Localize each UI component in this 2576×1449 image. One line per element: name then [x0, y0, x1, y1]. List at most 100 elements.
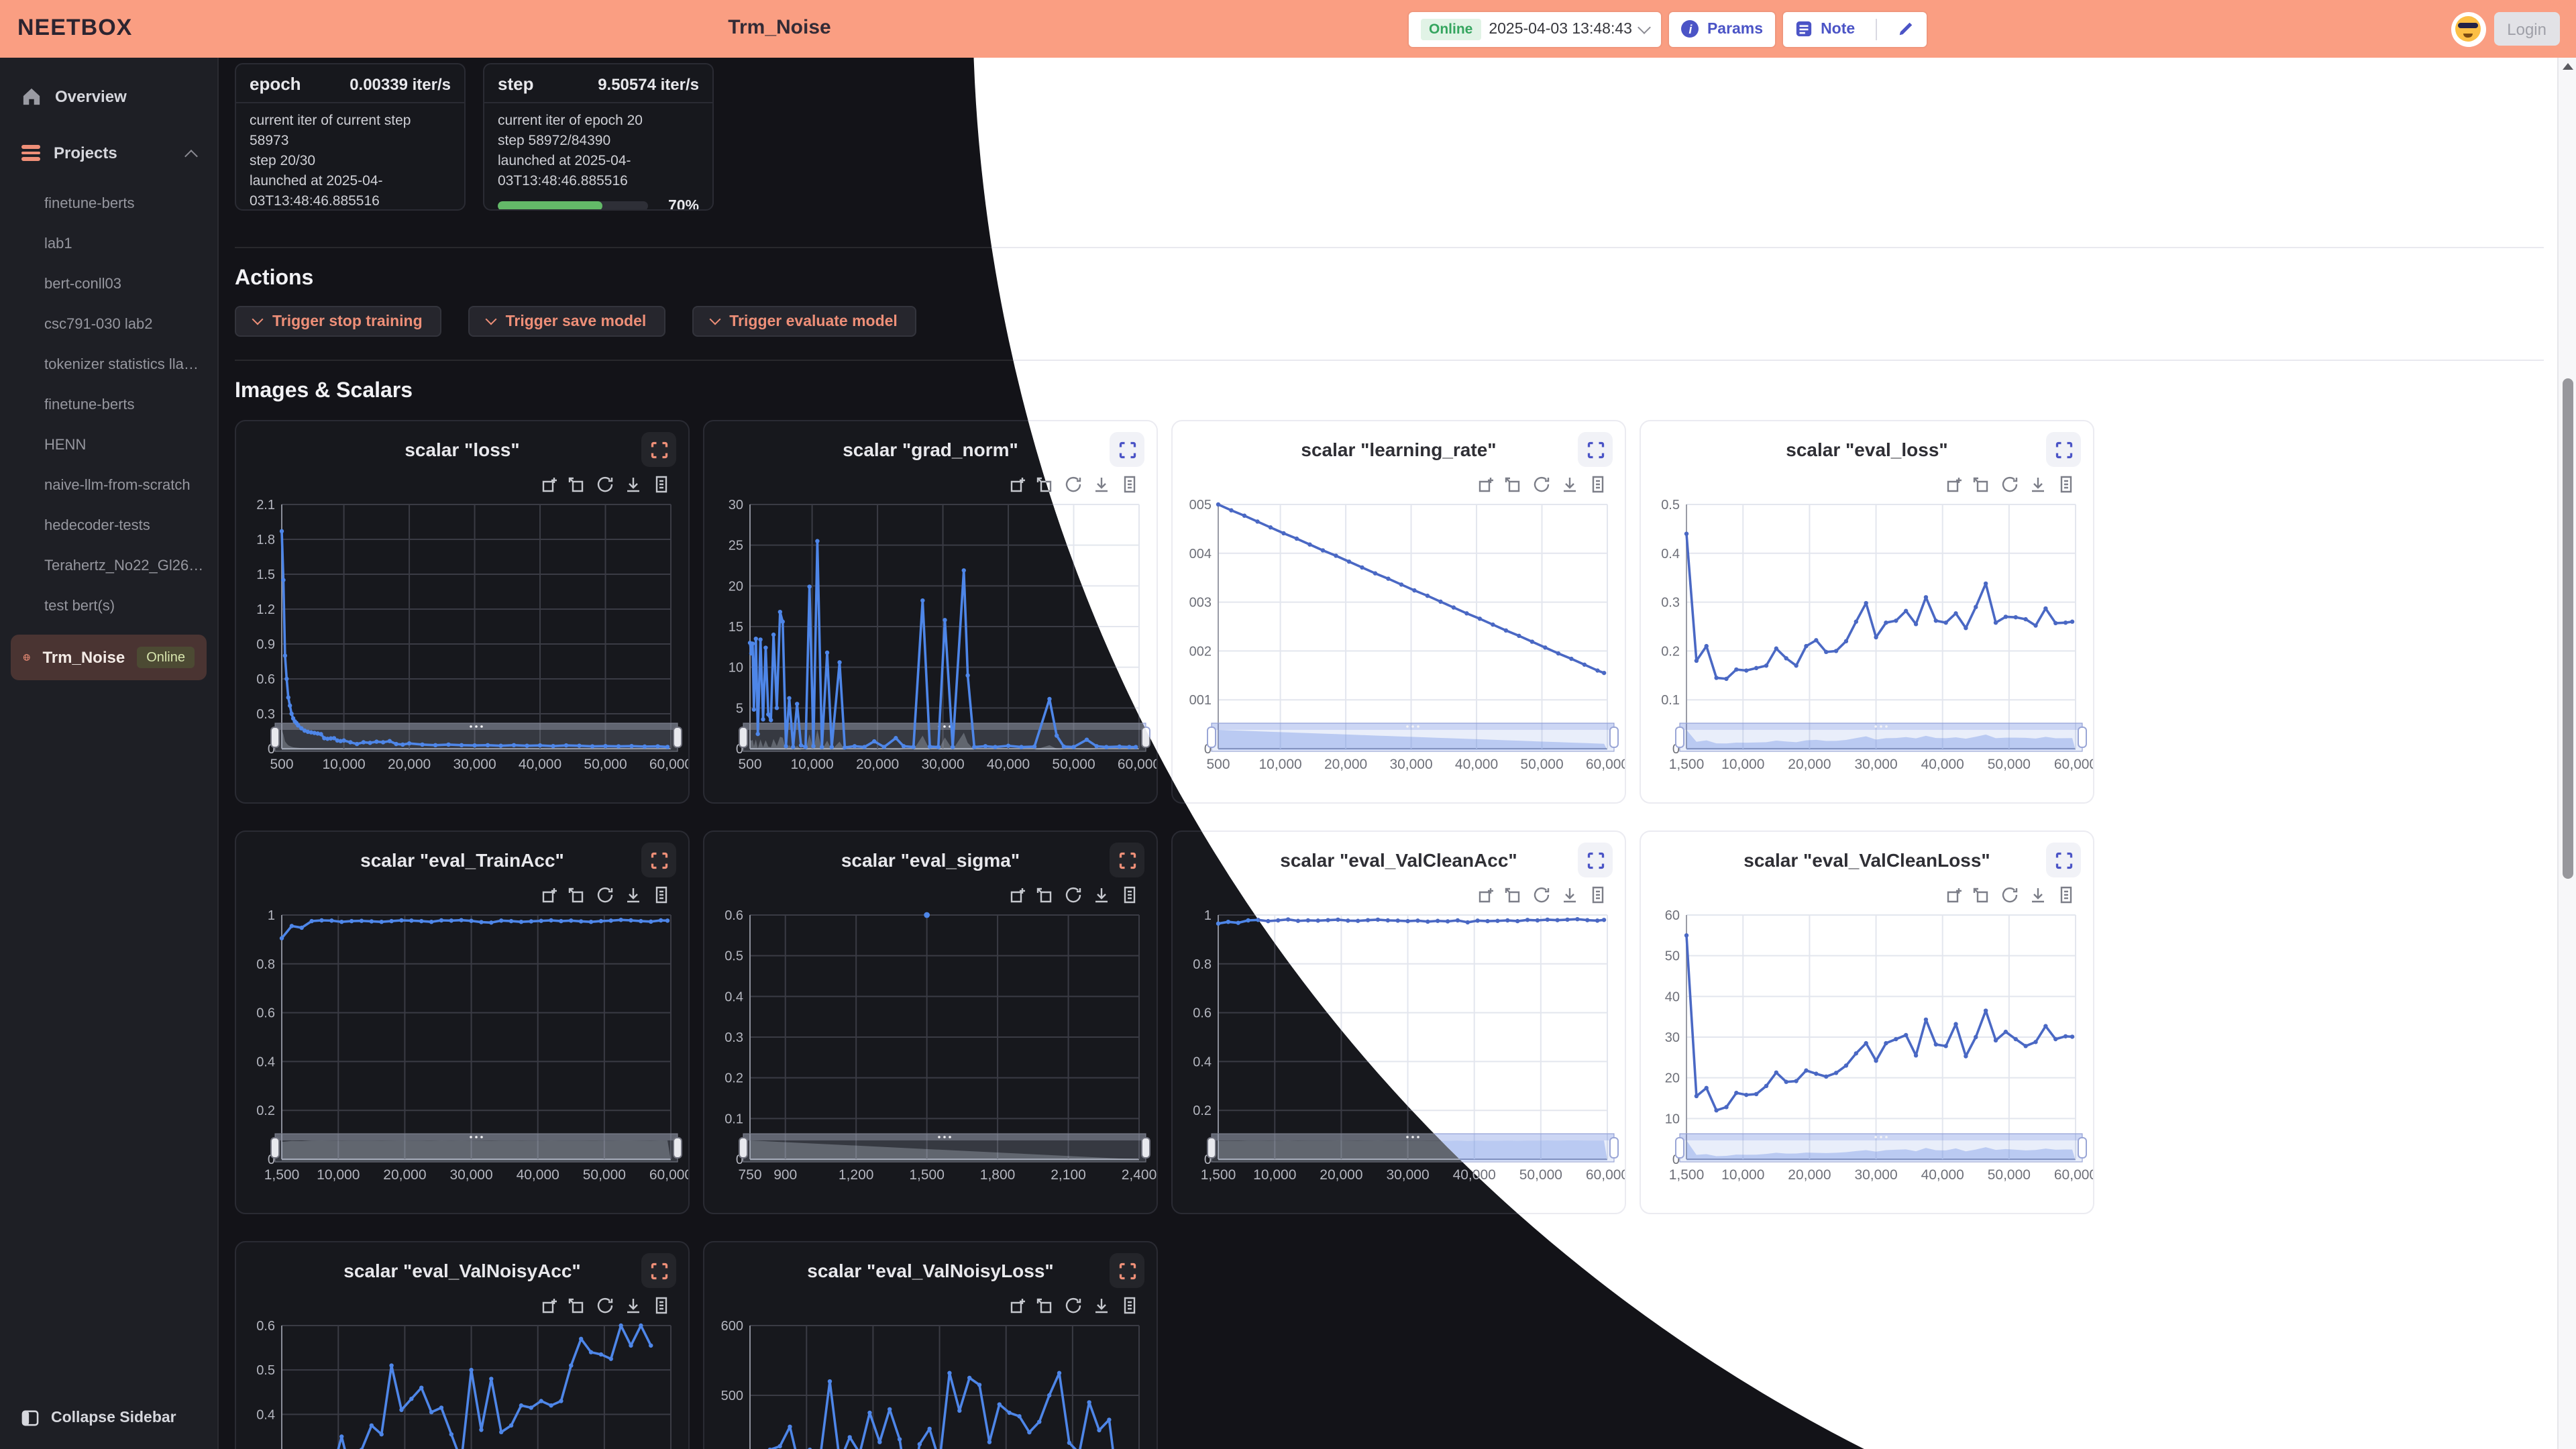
chart-card-scalareval_trainacc: scalar "eval_TrainAcc" 0 0.2 0.4 0.6 0.8 1 1,50…: [235, 830, 690, 1214]
zoom-reset-icon[interactable]: [568, 885, 586, 904]
login-button[interactable]: Login: [2493, 12, 2560, 46]
svg-text:40,000: 40,000: [517, 1167, 559, 1183]
chart-plot[interactable]: 0 0.1 0.2 0.3 0.4 0.5 0.6 750 900 1,200 1,500 1,800…: [704, 832, 1158, 1214]
fullscreen-button[interactable]: [641, 843, 676, 877]
sidebar-item-overview[interactable]: Overview: [0, 74, 217, 119]
restore-icon[interactable]: [596, 475, 614, 494]
restore-icon[interactable]: [596, 885, 614, 904]
trigger-save-model-button[interactable]: Trigger save model: [468, 306, 665, 337]
svg-text:0.8: 0.8: [256, 957, 275, 972]
svg-text:50,000: 50,000: [1988, 757, 2031, 772]
data-view-icon[interactable]: [652, 885, 671, 904]
sidebar-project-item[interactable]: bert-conll03: [44, 276, 121, 292]
sidebar-project-item[interactable]: Terahertz_No22_Gl261_gl...: [44, 558, 217, 574]
svg-text:500: 500: [1206, 757, 1230, 772]
sidebar-project-item[interactable]: HENN: [44, 437, 87, 453]
svg-text:0.6: 0.6: [1193, 1006, 1212, 1021]
data-view-icon[interactable]: [652, 1296, 671, 1315]
sidebar-project-item[interactable]: naive-llm-from-scratch: [44, 478, 191, 494]
sidebar-project-item[interactable]: csc791-030 lab2: [44, 317, 153, 333]
sidebar-project-item[interactable]: hedecoder-tests: [44, 518, 150, 534]
sidebar-item-projects[interactable]: Projects: [0, 130, 217, 176]
chart-plot[interactable]: 0.10.20.30.40.50.61,50010,00020,00030,00…: [236, 1242, 690, 1449]
scrollbar[interactable]: [2557, 58, 2576, 1449]
main-content: epoch 0.00339 iter/s current iter of cur…: [219, 58, 2576, 1449]
edit-button[interactable]: [1884, 11, 1926, 46]
svg-text:10,000: 10,000: [1721, 1167, 1764, 1183]
svg-text:0.3: 0.3: [1661, 596, 1680, 610]
svg-text:60,000: 60,000: [2054, 1167, 2094, 1183]
svg-text:25: 25: [729, 539, 743, 553]
svg-text:1.2: 1.2: [256, 602, 275, 617]
scrollbar-thumb[interactable]: [2563, 378, 2573, 879]
area-zoom-icon[interactable]: [539, 1296, 558, 1315]
sidebar-project-item[interactable]: lab1: [44, 236, 72, 252]
svg-text:2,100: 2,100: [1051, 1167, 1086, 1183]
svg-text:60,000: 60,000: [649, 1167, 690, 1183]
svg-text:0.4: 0.4: [1661, 547, 1680, 561]
restore-icon[interactable]: [596, 1296, 614, 1315]
svg-text:0.1: 0.1: [1661, 693, 1680, 708]
save-image-icon[interactable]: [624, 1296, 643, 1315]
progress-bar: [498, 201, 648, 209]
svg-text:1: 1: [1204, 908, 1212, 923]
svg-text:500: 500: [721, 1389, 743, 1403]
svg-text:50,000: 50,000: [1052, 757, 1095, 772]
zoom-reset-icon[interactable]: [568, 475, 586, 494]
svg-text:40,000: 40,000: [1455, 757, 1498, 772]
svg-text:50,000: 50,000: [1519, 1167, 1562, 1183]
svg-text:1.5: 1.5: [256, 568, 275, 582]
connection-status-dropdown[interactable]: Online 2025-04-03 13:48:43: [1409, 11, 1662, 46]
svg-text:0: 0: [268, 742, 275, 757]
menu-icon: [21, 145, 40, 161]
area-zoom-icon[interactable]: [539, 885, 558, 904]
chart-plot[interactable]: 0 0.3 0.6 0.9 1.2 1.5 1.8 2.1 500 10,000 20,000 30,…: [236, 421, 690, 804]
svg-text:0.3: 0.3: [256, 707, 275, 722]
svg-text:500: 500: [270, 757, 293, 772]
avatar[interactable]: [2451, 11, 2486, 46]
save-image-icon[interactable]: [624, 885, 643, 904]
chevron-down-icon: [485, 313, 497, 325]
svg-text:005: 005: [1189, 498, 1212, 513]
note-group: Note: [1783, 11, 1927, 46]
params-button[interactable]: i Params: [1669, 11, 1776, 46]
sidebar-item-active-project[interactable]: Trm_Noise Online: [11, 635, 207, 680]
svg-text:0.8: 0.8: [1193, 957, 1212, 972]
fullscreen-icon: [650, 1262, 667, 1279]
area-zoom-icon[interactable]: [539, 475, 558, 494]
scroll-up-icon[interactable]: [2563, 63, 2573, 70]
note-label: Note: [1821, 21, 1856, 37]
sidebar-project-item[interactable]: tokenizer statistics llama...: [44, 357, 217, 373]
data-view-icon[interactable]: [652, 475, 671, 494]
sidebar-project-item[interactable]: test bert(s): [44, 598, 115, 614]
chart-plot[interactable]: 3004005006001,50010,00020,00030,00040,00…: [704, 1242, 1158, 1449]
save-image-icon[interactable]: [624, 475, 643, 494]
sidebar-project-item[interactable]: finetune-berts: [44, 196, 135, 212]
chevron-down-icon: [708, 313, 720, 325]
fullscreen-icon: [650, 441, 667, 458]
zoom-reset-icon[interactable]: [568, 1296, 586, 1315]
svg-text:30,000: 30,000: [1389, 757, 1432, 772]
chart-title: scalar "loss": [405, 439, 520, 460]
svg-text:1: 1: [268, 908, 275, 923]
chart-plot[interactable]: 00.10.20.30.40.51,500 10,000 20,000 30,000 4…: [1641, 421, 2094, 804]
trigger-evaluate-model-button[interactable]: Trigger evaluate model: [692, 306, 916, 337]
collapse-sidebar-button[interactable]: Collapse Sidebar: [0, 1398, 217, 1438]
note-button[interactable]: Note: [1783, 11, 1867, 46]
chart-plot[interactable]: 0 5 10 15 20 25 30 500 10,000 20,000 30,000 40,000 5…: [704, 421, 1158, 804]
sidebar-project-item[interactable]: finetune-berts: [44, 397, 135, 413]
trigger-stop-training-button[interactable]: Trigger stop training: [235, 306, 441, 337]
fullscreen-button[interactable]: [641, 1253, 676, 1288]
page-title: Trm_Noise: [728, 16, 831, 39]
svg-text:20,000: 20,000: [1788, 757, 1831, 772]
fullscreen-button[interactable]: [641, 432, 676, 467]
svg-text:1,500: 1,500: [1669, 757, 1705, 772]
svg-text:10,000: 10,000: [317, 1167, 360, 1183]
svg-text:50,000: 50,000: [583, 1167, 626, 1183]
